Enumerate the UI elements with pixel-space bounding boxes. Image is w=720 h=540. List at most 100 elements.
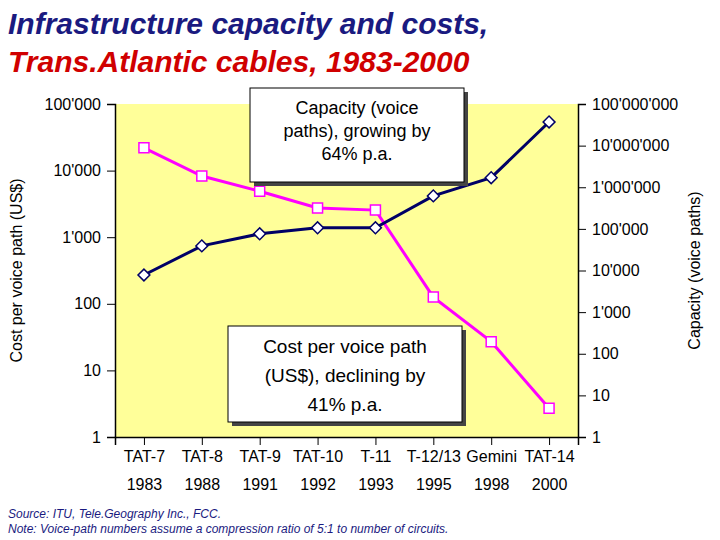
tick: T-11 1993 xyxy=(358,437,394,493)
tick-mark xyxy=(202,437,203,445)
tick: 10 xyxy=(578,387,610,404)
annotation-line: (US$), declining by xyxy=(265,365,426,386)
axis-line xyxy=(107,105,116,438)
tick-mark xyxy=(578,104,586,105)
source: Source: ITU, Tele.Geography Inc., FCC. xyxy=(8,507,221,521)
tick-label: TAT-91991 xyxy=(240,448,281,493)
tick: TAT-8 1988 xyxy=(182,437,223,493)
chart: Infrastructure capacity and costs, Trans.… xyxy=(0,0,720,540)
tick: Gemini1998 xyxy=(466,437,517,493)
tick-mark xyxy=(549,437,550,445)
tick: 1'000 xyxy=(578,304,631,321)
tick-mark xyxy=(578,354,586,355)
marker xyxy=(254,228,266,240)
tick-label-line: T-11 xyxy=(361,448,392,465)
annotation: Cost per voice path(US$), declining by41… xyxy=(228,326,466,426)
annotation-text: Capacity (voicepaths), growing by64% p.a… xyxy=(283,98,430,164)
marker xyxy=(485,172,497,184)
annotation-line: paths), growing by xyxy=(283,121,430,141)
axis-line xyxy=(579,105,587,438)
tick-label: 100'000 xyxy=(45,96,102,113)
tick-label: T-12/13 1995 xyxy=(407,448,461,493)
tick-label-line: TAT-8 xyxy=(182,448,223,465)
series-line xyxy=(144,148,549,408)
tick-label-line: 1991 xyxy=(242,476,278,493)
annotation-text: Cost per voice path(US$), declining by41… xyxy=(263,336,427,415)
marker xyxy=(543,116,555,128)
tick-label: 1 xyxy=(92,429,101,446)
tick: TAT-142000 xyxy=(525,437,575,493)
tick-mark xyxy=(578,187,586,188)
tick: TAT-91991 xyxy=(240,437,281,493)
tick: 10 xyxy=(83,362,115,379)
annotation-line: Cost per voice path xyxy=(263,336,427,357)
axis-line xyxy=(116,438,579,446)
marker xyxy=(313,203,323,213)
tick-label-line: Gemini xyxy=(466,448,517,465)
tick: 100'000 xyxy=(578,220,649,237)
tick-label-line: 1983 xyxy=(127,476,163,493)
tick-label: TAT-8 1988 xyxy=(182,448,223,493)
subtitle: Trans.Atlantic cables, 1983-2000 xyxy=(8,45,470,78)
y-axis-title: Cost per voice path (US$) xyxy=(8,178,25,362)
tick-mark xyxy=(578,271,586,272)
tick-mark xyxy=(260,437,261,445)
tick-mark xyxy=(433,437,434,445)
tick-label: 10'000 xyxy=(592,262,640,279)
tick-mark xyxy=(578,146,586,147)
tick-label: TAT-7 1983 xyxy=(124,448,165,493)
annotation: Capacity (voicepaths), growing by64% p.a… xyxy=(250,88,468,186)
tick: 10'000 xyxy=(53,162,115,179)
tick-mark xyxy=(375,437,376,445)
title: Infrastructure capacity and costs, xyxy=(8,7,488,40)
tick-mark xyxy=(578,312,586,313)
plot-area xyxy=(115,104,578,437)
tick-label: 1'000 xyxy=(62,229,101,246)
tick: 1'000'000 xyxy=(578,179,661,196)
tick: 1 xyxy=(578,429,601,446)
tick-label: 10 xyxy=(83,362,101,379)
tick-label: 10 xyxy=(592,387,610,404)
tick: 100'000 xyxy=(45,96,115,113)
tick-label-line: TAT-7 xyxy=(124,448,165,465)
annotation-box xyxy=(250,88,464,182)
annotation-line: Capacity (voice xyxy=(295,98,418,118)
tick: 100 xyxy=(578,345,619,362)
tick-label-line: T-12/13 xyxy=(407,448,461,465)
marker xyxy=(196,240,208,252)
marker xyxy=(370,222,382,234)
tick-mark xyxy=(107,171,115,172)
tick-label: 1 xyxy=(592,429,601,446)
tick-label: TAT-142000 xyxy=(525,448,575,493)
y2-axis: 1101001'00010'000100'0001'000'00010'000'… xyxy=(578,96,678,446)
y2-axis-title: Capacity (voice paths) xyxy=(686,191,703,349)
tick-label-line: 1992 xyxy=(300,476,336,493)
marker xyxy=(139,143,149,153)
marks xyxy=(138,116,555,413)
tick-mark xyxy=(107,237,115,238)
marker xyxy=(255,186,265,196)
tick-label-line: 1993 xyxy=(358,476,394,493)
tick-label-line: 1988 xyxy=(185,476,221,493)
marker xyxy=(138,269,150,281)
tick-mark xyxy=(107,304,115,305)
tick-label: TAT-101992 xyxy=(293,448,343,493)
tick-mark xyxy=(578,395,586,396)
tick: 1'000 xyxy=(62,229,115,246)
tick-mark xyxy=(318,437,319,445)
x-axis: TAT-7 1983 TAT-8 1988 TAT-91991 TAT-101992 T-1… xyxy=(116,437,579,493)
tick-label: Gemini1998 xyxy=(466,448,517,493)
marker xyxy=(544,403,554,413)
tick-label-line: 1995 xyxy=(416,476,452,493)
y-axis: 1101001'00010'000100'000 xyxy=(45,96,116,446)
tick-label: 1'000'000 xyxy=(592,179,661,196)
tick-label: 100'000'000 xyxy=(592,96,678,113)
marker xyxy=(197,171,207,181)
marker xyxy=(428,292,438,302)
marker xyxy=(427,190,439,202)
background xyxy=(0,0,720,540)
tick-mark xyxy=(144,437,145,445)
tick-label: 100 xyxy=(592,345,619,362)
tick-mark xyxy=(107,104,115,105)
tick-mark xyxy=(107,370,115,371)
